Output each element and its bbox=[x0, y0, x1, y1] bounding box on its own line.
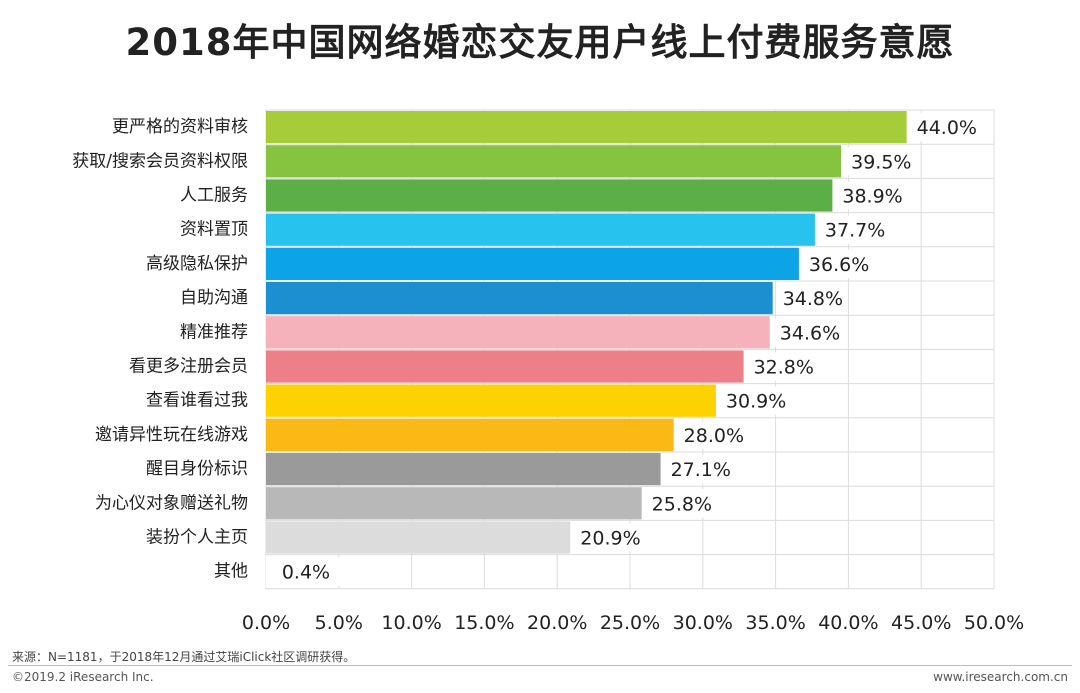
data-label: 30.9% bbox=[726, 391, 786, 413]
category-label: 精准推荐 bbox=[180, 322, 248, 342]
x-tick-label: 15.0% bbox=[454, 612, 514, 634]
value-label-bg bbox=[803, 249, 874, 278]
x-tick-label: 25.0% bbox=[600, 612, 660, 634]
value-label-bg bbox=[665, 455, 736, 484]
category-label: 其他 bbox=[214, 562, 248, 582]
bar bbox=[266, 111, 907, 144]
x-tick-label: 0.0% bbox=[242, 612, 290, 634]
data-label: 27.1% bbox=[671, 459, 731, 481]
chart-title: 2018年中国网络婚恋交友用户线上付费服务意愿 bbox=[125, 21, 955, 64]
bar bbox=[266, 213, 815, 246]
value-label-bg bbox=[646, 489, 717, 518]
value-label-bg bbox=[748, 352, 819, 381]
data-label: 38.9% bbox=[842, 186, 902, 208]
data-label: 32.8% bbox=[754, 357, 814, 379]
data-label: 34.6% bbox=[780, 322, 840, 344]
x-tick-label: 45.0% bbox=[891, 612, 951, 634]
x-tick-label: 35.0% bbox=[745, 612, 805, 634]
bars bbox=[266, 111, 907, 588]
value-label-bg bbox=[720, 386, 791, 415]
bar bbox=[266, 316, 770, 349]
value-labels: 44.0% 39.5% 38.9% 37.7% 36.6% 34.8% 34.6% 32.8%… bbox=[276, 113, 982, 586]
x-tick-label: 30.0% bbox=[673, 612, 733, 634]
category-label: 自助沟通 bbox=[180, 288, 248, 308]
data-label: 39.5% bbox=[851, 151, 911, 173]
bar bbox=[266, 418, 674, 451]
value-label-bg bbox=[846, 147, 917, 176]
category-label: 为心仪对象赠送礼物 bbox=[95, 493, 248, 513]
value-label-bg bbox=[575, 523, 646, 552]
data-label: 0.4% bbox=[282, 562, 330, 584]
category-label: 更严格的资料审核 bbox=[112, 117, 248, 137]
bar bbox=[266, 179, 833, 212]
x-tick-label: 5.0% bbox=[315, 612, 363, 634]
bar bbox=[266, 521, 571, 554]
category-label: 高级隐私保护 bbox=[146, 254, 248, 274]
bar bbox=[266, 384, 716, 417]
bar bbox=[266, 487, 642, 520]
category-label: 邀请异性玩在线游戏 bbox=[95, 425, 248, 445]
data-label: 25.8% bbox=[652, 493, 712, 515]
copyright: ©2019.2 iResearch Inc. bbox=[12, 670, 154, 684]
category-label: 人工服务 bbox=[180, 186, 248, 206]
value-label-bg bbox=[837, 181, 908, 210]
value-label-bg bbox=[276, 557, 347, 586]
bar-chart: 更严格的资料审核获取/搜索会员资料权限人工服务资料置顶高级隐私保护自助沟通精准推… bbox=[72, 109, 1024, 634]
footer-divider bbox=[8, 665, 1072, 666]
source-note: 来源：N=1181，于2018年12月通过艾瑞iClick社区调研获得。 bbox=[12, 650, 356, 664]
category-label: 装扮个人主页 bbox=[146, 528, 248, 548]
bar bbox=[266, 555, 272, 588]
category-label: 获取/搜索会员资料权限 bbox=[72, 151, 248, 171]
data-label: 20.9% bbox=[580, 528, 640, 550]
website-link[interactable]: www.iresearch.com.cn bbox=[933, 670, 1068, 684]
bar bbox=[266, 145, 842, 178]
category-label: 资料置顶 bbox=[180, 220, 248, 240]
bar bbox=[266, 350, 744, 383]
data-label: 44.0% bbox=[917, 117, 977, 139]
value-label-bg bbox=[911, 113, 982, 142]
category-label: 查看谁看过我 bbox=[146, 391, 248, 411]
value-label-bg bbox=[678, 420, 749, 449]
x-tick-label: 20.0% bbox=[527, 612, 587, 634]
x-tick-label: 50.0% bbox=[964, 612, 1024, 634]
x-tick-label: 40.0% bbox=[818, 612, 878, 634]
value-label-bg bbox=[774, 318, 845, 347]
value-label-bg bbox=[777, 284, 848, 313]
bar bbox=[266, 453, 661, 486]
data-label: 34.8% bbox=[783, 288, 843, 310]
bar bbox=[266, 247, 799, 280]
category-label: 醒目身份标识 bbox=[146, 459, 248, 479]
data-label: 36.6% bbox=[809, 254, 869, 276]
data-label: 28.0% bbox=[684, 425, 744, 447]
x-axis-ticks: 0.0% 5.0% 10.0% 15.0% 20.0% 25.0% 30.0% 35.0% 40… bbox=[242, 612, 1024, 634]
bar bbox=[266, 282, 773, 315]
x-tick-label: 10.0% bbox=[381, 612, 441, 634]
data-label: 37.7% bbox=[825, 220, 885, 242]
value-label-bg bbox=[819, 215, 890, 244]
category-label: 看更多注册会员 bbox=[129, 357, 248, 377]
category-labels: 更严格的资料审核获取/搜索会员资料权限人工服务资料置顶高级隐私保护自助沟通精准推… bbox=[72, 117, 248, 582]
